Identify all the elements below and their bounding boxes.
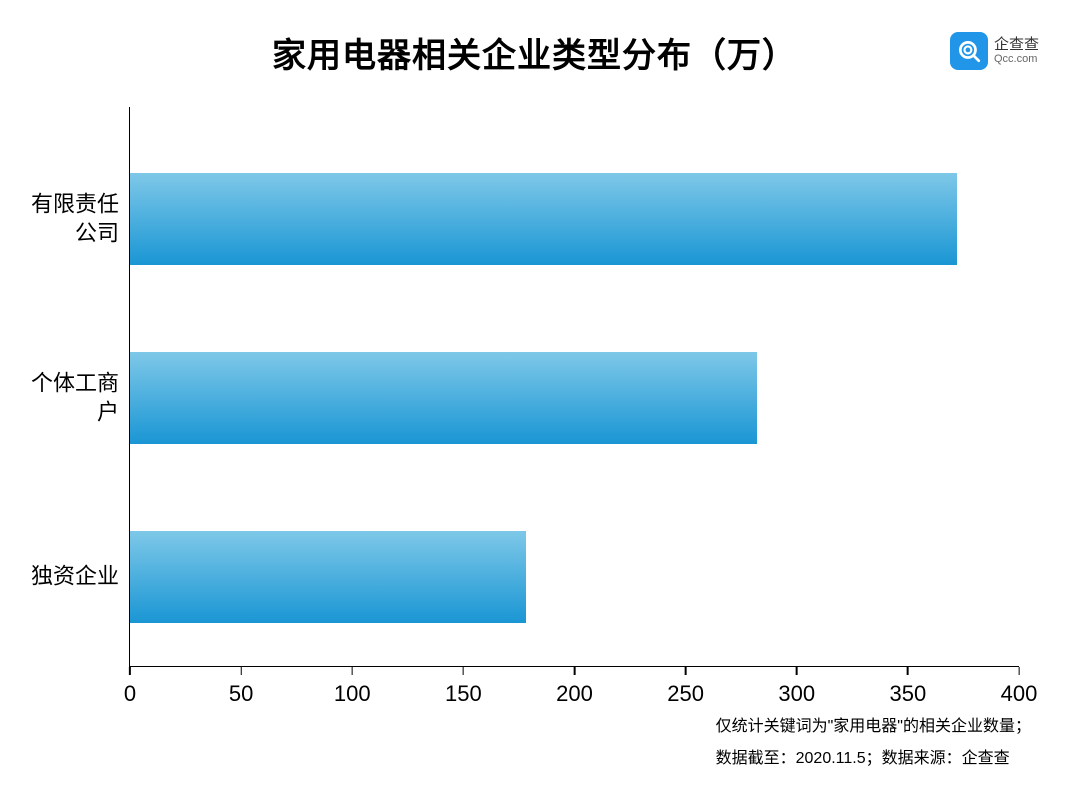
- x-tick-mark: [129, 667, 131, 675]
- x-tick: 400: [1001, 667, 1038, 707]
- x-tick-mark: [240, 667, 242, 675]
- x-tick: 350: [890, 667, 927, 707]
- brand-logo: 企查查 Qcc.com: [950, 32, 1039, 70]
- x-tick: 100: [334, 667, 371, 707]
- x-tick-label: 50: [229, 681, 253, 707]
- logo-cn: 企查查: [994, 37, 1039, 54]
- x-tick: 200: [556, 667, 593, 707]
- x-tick-label: 200: [556, 681, 593, 707]
- footer-line-2: 数据截至：2020.11.5；数据来源：企查查: [716, 743, 1031, 775]
- bars-layer: [130, 107, 1019, 667]
- chart-container: 家用电器相关企业类型分布（万） 企查查 Qcc.com 有限责任公司个体工商户独…: [0, 0, 1069, 803]
- footer-line-1: 仅统计关键词为"家用电器"的相关企业数量；: [716, 711, 1031, 743]
- bar: [130, 173, 957, 265]
- x-tick-mark: [352, 667, 354, 675]
- footer-notes: 仅统计关键词为"家用电器"的相关企业数量； 数据截至：2020.11.5；数据来…: [716, 711, 1031, 775]
- x-tick-label: 0: [124, 681, 136, 707]
- x-tick-label: 150: [445, 681, 482, 707]
- y-axis-label: 有限责任公司: [31, 190, 119, 247]
- x-tick: 150: [445, 667, 482, 707]
- title-row: 家用电器相关企业类型分布（万） 企查查 Qcc.com: [30, 28, 1039, 77]
- x-tick: 0: [124, 667, 136, 707]
- y-axis: 有限责任公司个体工商户独资企业: [30, 107, 130, 667]
- x-tick-mark: [1018, 667, 1020, 675]
- bar: [130, 531, 526, 623]
- x-tick-mark: [796, 667, 798, 675]
- x-tick-mark: [574, 667, 576, 675]
- x-tick-label: 100: [334, 681, 371, 707]
- qcc-icon: [950, 32, 988, 70]
- x-axis: 050100150200250300350400: [130, 666, 1019, 667]
- logo-text: 企查查 Qcc.com: [994, 37, 1039, 66]
- y-axis-label: 个体工商户: [31, 370, 119, 427]
- x-tick: 300: [778, 667, 815, 707]
- x-tick-label: 300: [778, 681, 815, 707]
- bar: [130, 352, 757, 444]
- plot-area: 有限责任公司个体工商户独资企业 050100150200250300350400: [30, 107, 1039, 667]
- x-tick-label: 350: [890, 681, 927, 707]
- x-tick-mark: [685, 667, 687, 675]
- x-tick-label: 250: [667, 681, 704, 707]
- x-tick: 250: [667, 667, 704, 707]
- x-tick-mark: [463, 667, 465, 675]
- logo-en: Qcc.com: [994, 53, 1039, 65]
- x-tick: 50: [229, 667, 253, 707]
- x-tick-label: 400: [1001, 681, 1038, 707]
- chart-title: 家用电器相关企业类型分布（万）: [272, 28, 797, 77]
- y-axis-label: 独资企业: [31, 563, 119, 592]
- x-tick-mark: [907, 667, 909, 675]
